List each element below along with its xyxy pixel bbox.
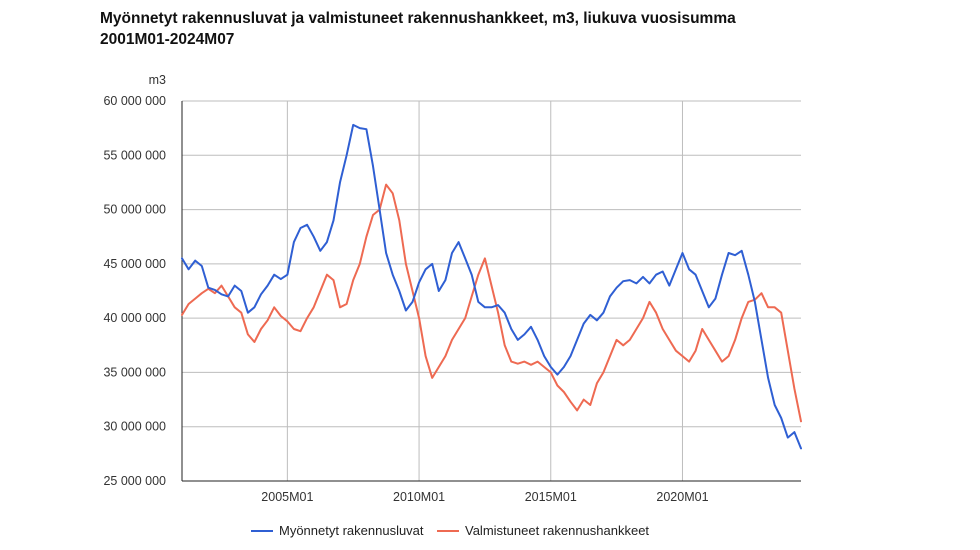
legend-item-red[interactable]: Valmistuneet rakennushankkeet: [437, 523, 649, 538]
y-tick-label: 35 000 000: [103, 365, 166, 379]
y-tick-label: 50 000 000: [103, 203, 166, 217]
y-unit-label: m3: [149, 73, 166, 87]
series-line-blue: [181, 123, 802, 450]
legend-label-blue: Myönnetyt rakennusluvat: [279, 523, 424, 538]
line-chart: 25 000 000 30 000 000 35 000 000 40 000 000…: [103, 73, 802, 504]
y-tick-label: 45 000 000: [103, 257, 166, 271]
x-tick-label: 2015M01: [525, 490, 577, 504]
legend-label-red: Valmistuneet rakennushankkeet: [465, 523, 650, 538]
chart-title: Myönnetyt rakennusluvat ja valmistuneet …: [100, 8, 960, 50]
y-tick-label: 60 000 000: [103, 94, 166, 108]
y-tick-label: 55 000 000: [103, 148, 166, 162]
legend-swatch-blue: [251, 529, 273, 532]
y-tick-label: 25 000 000: [103, 474, 166, 488]
chart-legend: Myönnetyt rakennusluvat Valmistuneet rak…: [0, 523, 980, 545]
y-tick-label: 40 000 000: [103, 311, 166, 325]
x-tick-label: 2020M01: [656, 490, 708, 504]
series-line-red: [181, 183, 802, 423]
legend-swatch-red: [437, 529, 459, 532]
legend-item-blue[interactable]: Myönnetyt rakennusluvat: [251, 523, 424, 538]
y-tick-label: 30 000 000: [103, 420, 166, 434]
x-tick-label: 2005M01: [261, 490, 313, 504]
chart-title-line2: 2001M01-2024M07: [100, 31, 235, 48]
chart-title-line1: Myönnetyt rakennusluvat ja valmistuneet …: [100, 10, 736, 27]
x-tick-label: 2010M01: [393, 490, 445, 504]
